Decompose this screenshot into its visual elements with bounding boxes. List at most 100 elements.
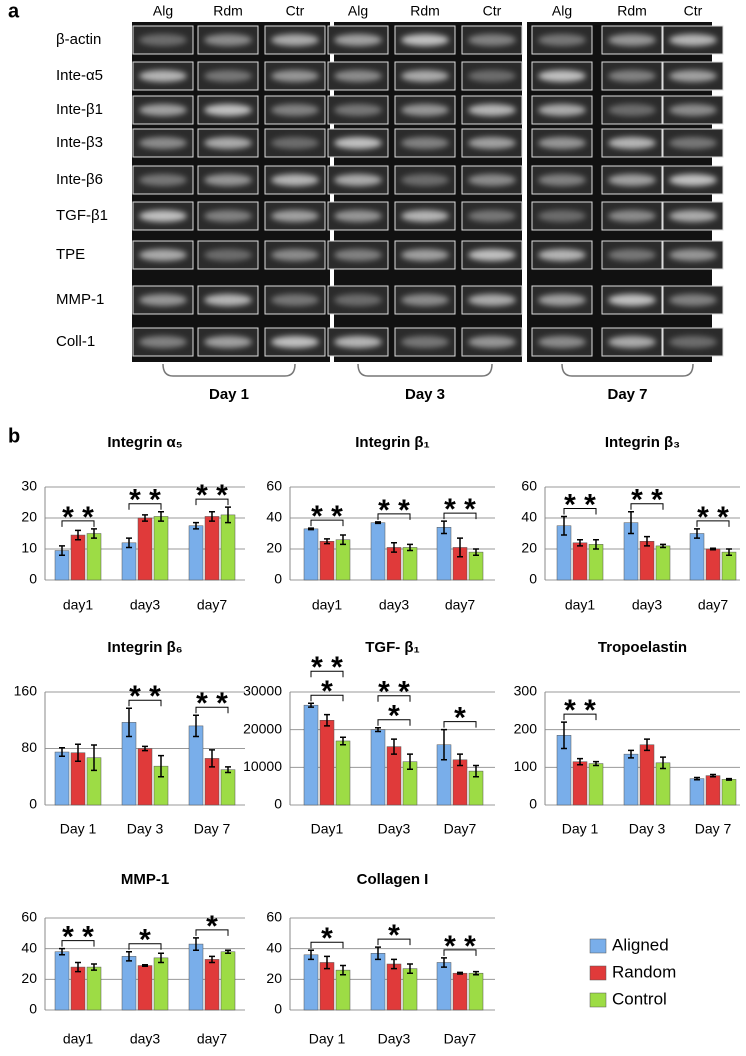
legend-swatch <box>589 965 607 981</box>
gel-band <box>139 70 187 82</box>
y-tick-label: 0 <box>29 571 37 587</box>
x-tick-label: Day 1 <box>60 821 97 837</box>
error-bar <box>126 950 132 962</box>
gel-band <box>204 70 252 82</box>
error-bar <box>225 506 231 524</box>
lane-label: Alg <box>153 3 173 19</box>
error-bar <box>193 937 199 951</box>
gel-band <box>204 174 252 186</box>
bar <box>86 533 102 581</box>
bar <box>70 534 86 581</box>
bar <box>689 778 705 806</box>
gel-band <box>271 104 319 116</box>
bar <box>220 951 236 1011</box>
x-tick-label: Day 1 <box>309 1031 346 1047</box>
error-bar <box>473 970 479 976</box>
gel-band <box>401 34 449 46</box>
gene-label: TGF-β1 <box>56 207 108 224</box>
y-tick-label: 0 <box>274 1001 282 1017</box>
gel-band <box>271 336 319 348</box>
error-bar <box>142 745 148 752</box>
lane-label: Alg <box>348 3 368 19</box>
error-bar <box>628 749 634 759</box>
sig-bracket <box>61 520 95 527</box>
y-tick-label: 200 <box>514 720 538 736</box>
y-tick-label: 20000 <box>243 720 282 736</box>
sig-stars: * * <box>129 680 161 713</box>
sig-stars: * <box>321 922 333 955</box>
error-bar <box>308 527 314 531</box>
error-bar <box>710 547 716 551</box>
bar <box>303 704 319 806</box>
gene-label: Inte-β1 <box>56 101 103 118</box>
x-tick-label: day3 <box>130 597 161 613</box>
legend-swatch <box>589 938 607 954</box>
sig-bracket <box>377 513 411 520</box>
sig-stars: * <box>388 700 400 733</box>
gel-band <box>468 336 516 348</box>
chart-title: Integrin α₅ <box>107 434 182 451</box>
error-bar <box>75 961 81 973</box>
bar <box>153 957 169 1011</box>
gel-band <box>204 210 252 222</box>
bar <box>303 528 319 581</box>
x-tick-label: day1 <box>565 597 596 613</box>
x-tick-label: Day7 <box>444 1031 477 1047</box>
gel-band <box>608 70 656 82</box>
sig-bracket <box>61 940 95 947</box>
gel-band <box>271 294 319 306</box>
error-bar <box>561 515 567 536</box>
sig-bracket <box>128 699 162 707</box>
legend-label: Random <box>612 962 676 981</box>
error-bar <box>726 777 732 781</box>
y-tick-label: 60 <box>21 909 37 925</box>
error-bar <box>209 511 215 522</box>
error-bar <box>375 946 381 961</box>
panel-label: a <box>8 0 20 22</box>
error-bar <box>59 947 65 956</box>
gel-band <box>608 249 656 261</box>
gel-band <box>139 34 187 46</box>
bar <box>452 972 468 1011</box>
x-tick-label: Day 7 <box>695 821 732 837</box>
error-bar <box>142 964 148 968</box>
error-bar <box>660 756 666 770</box>
error-bar <box>209 955 215 964</box>
bar <box>319 720 335 806</box>
sig-stars: * * <box>564 694 596 727</box>
sig-stars: * * <box>62 501 94 534</box>
gel-band <box>608 210 656 222</box>
gene-label: Inte-β3 <box>56 134 103 151</box>
error-bar <box>593 760 599 767</box>
error-bar <box>726 548 732 556</box>
error-bar <box>644 535 650 547</box>
gel-band <box>538 174 586 186</box>
y-tick-label: 60 <box>521 478 537 494</box>
x-tick-label: day7 <box>698 597 729 613</box>
gel-band <box>538 70 586 82</box>
y-tick-label: 100 <box>514 758 538 774</box>
bar <box>572 542 588 581</box>
y-tick-label: 30000 <box>243 683 282 699</box>
bar <box>721 779 737 806</box>
error-bar <box>628 511 634 535</box>
gel-band <box>139 294 187 306</box>
gel-band <box>139 174 187 186</box>
bar <box>303 954 319 1011</box>
sig-stars: * <box>321 675 333 708</box>
sig-stars: * * <box>311 651 343 684</box>
gel-band <box>669 34 717 46</box>
y-tick-label: 40 <box>266 509 282 525</box>
gene-label: MMP-1 <box>56 291 104 308</box>
error-bar <box>75 743 81 762</box>
sig-bracket <box>195 498 229 506</box>
day-bracket <box>561 363 694 377</box>
sig-stars: * <box>454 702 466 735</box>
gel-band <box>334 137 382 149</box>
gel-band <box>608 174 656 186</box>
legend-swatch <box>589 992 607 1008</box>
error-bar <box>308 702 314 708</box>
gel-band <box>401 70 449 82</box>
gel-band <box>669 249 717 261</box>
